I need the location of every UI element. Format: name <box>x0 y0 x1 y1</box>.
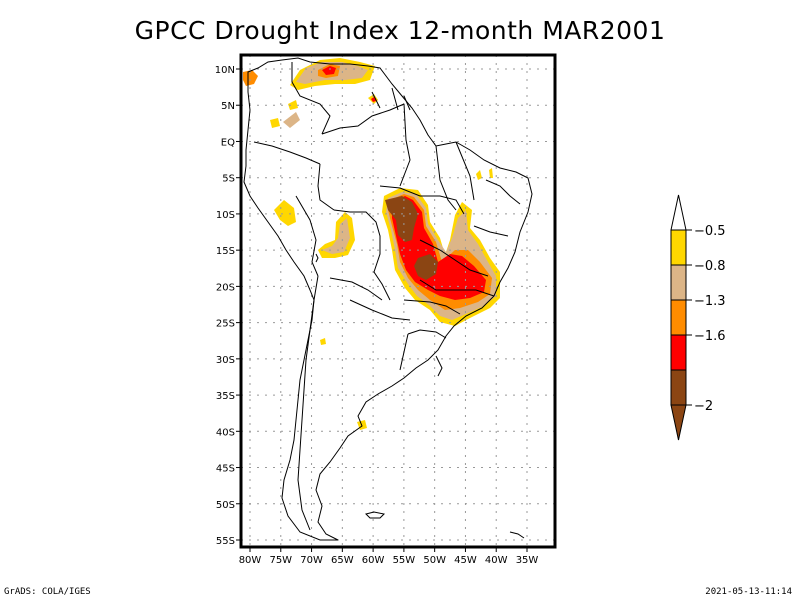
lon-tick-label: 55W <box>393 555 416 566</box>
border-colombia-peru <box>253 141 321 165</box>
lon-tick-label: 70W <box>300 555 323 566</box>
colorbar-top-cap <box>670 194 687 231</box>
footer-timestamp: 2021-05-13-11:14 <box>705 587 792 597</box>
lat-tick-label: 40S <box>216 427 235 438</box>
lon-tick-label: 45W <box>454 555 477 566</box>
lat-tick-label: 50S <box>216 500 235 511</box>
brazil-states-2 <box>399 103 411 187</box>
map-frame <box>239 53 557 549</box>
drought-area-small-3 <box>270 118 280 128</box>
drought-area-argentina-small <box>320 338 326 345</box>
border-brazil-bolivia <box>333 209 391 301</box>
lat-tick-label: 45S <box>216 464 235 475</box>
lat-tick-label: 15S <box>216 246 235 257</box>
drought-area-goias-brown <box>414 254 438 280</box>
border-peru-brazil <box>317 163 335 211</box>
brazil-states-6 <box>419 279 495 297</box>
lat-tick-label: 10N <box>215 65 235 76</box>
lon-tick-label: 75W <box>269 555 292 566</box>
border-bolivia-paraguay <box>329 277 383 301</box>
colorbar-label: −2 <box>694 399 713 414</box>
brazil-states-9 <box>473 225 509 237</box>
drought-area-ne-1 <box>476 170 482 180</box>
brazil-states-8 <box>485 179 521 205</box>
lat-tick-label: 5S <box>222 174 235 185</box>
lat-tick-label: EQ <box>221 137 235 148</box>
border-guyanas <box>371 87 411 111</box>
border-colombia-venezuela <box>291 62 331 135</box>
border-peru-bolivia <box>295 195 319 277</box>
plot-area <box>241 55 555 547</box>
lat-tick-label: 25S <box>216 319 235 330</box>
border-argentina-uruguay <box>399 333 409 371</box>
brazil-states-1 <box>379 185 465 215</box>
border-brazil-uruguay <box>407 329 447 339</box>
colorbar-label: −1.3 <box>694 294 726 309</box>
colorbar-segment <box>670 229 687 266</box>
latitude-axis: 10N 5N EQ 5S 10S 15S 20S 25S 30S 35S 40S 45S 50S 55S <box>215 65 241 547</box>
lon-tick-label: 80W <box>239 555 262 566</box>
border-chile-argentina <box>297 275 319 531</box>
drought-area-small-2 <box>283 112 300 128</box>
colorbar-bottom-cap <box>670 404 687 441</box>
south-georgia <box>509 531 525 539</box>
brazil-states-3 <box>435 145 457 211</box>
lat-tick-label: 30S <box>216 355 235 366</box>
gridlines <box>241 55 555 547</box>
lat-tick-label: 55S <box>216 536 235 547</box>
lat-tick-label: 20S <box>216 282 235 293</box>
drought-area-bolivia-tan <box>322 218 350 254</box>
drought-area-venezuela-red <box>322 66 336 75</box>
drought-area-colombia-nw <box>243 70 258 86</box>
coastline-borders <box>243 57 533 541</box>
lat-tick-label: 5N <box>221 101 235 112</box>
lake-titicaca <box>315 253 319 263</box>
lat-tick-label: 35S <box>216 391 235 402</box>
border-venezuela-brazil <box>321 103 405 135</box>
longitude-axis: 80W 75W 70W 65W 60W 55W 50W 45W 40W 35W <box>239 547 539 566</box>
drought-area-small-1 <box>288 100 298 110</box>
falkland-islands <box>365 511 386 519</box>
lon-tick-label: 65W <box>331 555 354 566</box>
lagoa-dos-patos <box>435 355 443 377</box>
map-title: GPCC Drought Index 12-month MAR2001 <box>134 16 666 45</box>
drought-area-ne-2 <box>489 168 493 178</box>
drought-area-peru <box>274 200 296 226</box>
lon-tick-label: 40W <box>485 555 508 566</box>
colorbar-label: −0.8 <box>694 259 726 274</box>
lon-tick-label: 35W <box>516 555 539 566</box>
drought-area-guyana-red <box>371 97 376 102</box>
colorbar-segment <box>670 334 687 371</box>
lon-tick-label: 50W <box>423 555 446 566</box>
colorbar-label: −1.6 <box>694 329 726 344</box>
drought-shading <box>243 58 500 430</box>
drought-area-central-brazil-brown <box>385 196 418 242</box>
brazil-states-4 <box>455 141 475 201</box>
brazil-states-7 <box>403 299 461 315</box>
colorbar: −0.5 −0.8 −1.3 −1.6 −2 <box>670 194 726 441</box>
footer-credit: GrADS: COLA/IGES <box>4 587 91 597</box>
border-argentina-paraguay <box>349 299 411 321</box>
south-america-coastline <box>243 57 533 541</box>
lat-tick-label: 10S <box>216 210 235 221</box>
lon-tick-label: 60W <box>362 555 385 566</box>
colorbar-label: −0.5 <box>694 224 726 239</box>
brazil-states-5 <box>419 239 489 277</box>
colorbar-segment <box>670 369 687 406</box>
colorbar-segment <box>670 264 687 301</box>
colorbar-segment <box>670 299 687 336</box>
